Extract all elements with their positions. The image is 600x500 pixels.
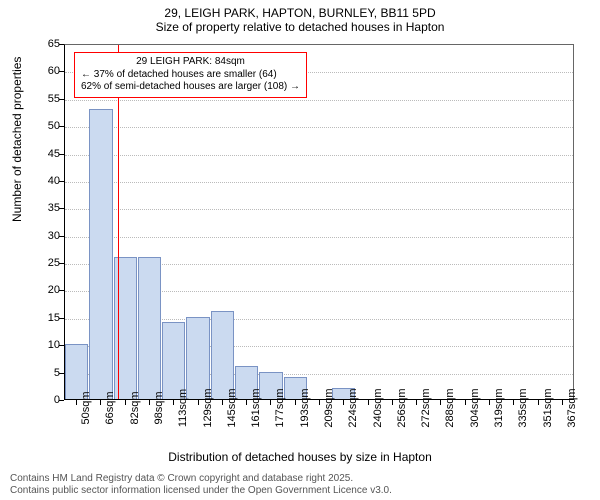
x-tick xyxy=(319,400,320,405)
y-tick-label: 45 xyxy=(32,148,60,160)
x-tick-label: 367sqm xyxy=(566,388,578,427)
histogram-bar xyxy=(138,257,161,399)
x-tick-label: 50sqm xyxy=(80,391,92,424)
gridline xyxy=(65,209,573,210)
x-tick xyxy=(198,400,199,405)
x-tick xyxy=(125,400,126,405)
x-tick-label: 256sqm xyxy=(396,388,408,427)
chart-subtitle: Size of property relative to detached ho… xyxy=(0,20,600,34)
y-tick-label: 55 xyxy=(32,93,60,105)
x-tick xyxy=(100,400,101,405)
x-tick-label: 224sqm xyxy=(347,388,359,427)
histogram-bar xyxy=(162,322,185,399)
x-tick-label: 288sqm xyxy=(444,388,456,427)
y-tick-label: 15 xyxy=(32,312,60,324)
x-tick-label: 240sqm xyxy=(372,388,384,427)
x-tick-label: 304sqm xyxy=(469,388,481,427)
x-tick-label: 129sqm xyxy=(202,388,214,427)
footer-line-1: Contains HM Land Registry data © Crown c… xyxy=(10,473,392,485)
x-tick xyxy=(343,400,344,405)
x-tick-label: 335sqm xyxy=(517,388,529,427)
annotation-smaller: ← 37% of detached houses are smaller (64… xyxy=(81,69,300,82)
y-tick-label: 35 xyxy=(32,202,60,214)
y-tick-label: 0 xyxy=(32,394,60,406)
x-tick xyxy=(76,400,77,405)
gridline xyxy=(65,182,573,183)
x-tick xyxy=(416,400,417,405)
gridline xyxy=(65,127,573,128)
x-tick-label: 113sqm xyxy=(177,389,189,427)
x-tick-label: 193sqm xyxy=(299,388,311,427)
gridline xyxy=(65,155,573,156)
histogram-bar xyxy=(186,317,209,399)
y-tick-label: 65 xyxy=(32,38,60,50)
x-tick xyxy=(465,400,466,405)
gridline xyxy=(65,100,573,101)
y-tick-label: 25 xyxy=(32,257,60,269)
x-tick xyxy=(222,400,223,405)
x-tick xyxy=(392,400,393,405)
chart-title-block: 29, LEIGH PARK, HAPTON, BURNLEY, BB11 5P… xyxy=(0,6,600,34)
histogram-bar xyxy=(211,311,234,399)
x-tick xyxy=(538,400,539,405)
annotation-title: 29 LEIGH PARK: 84sqm xyxy=(81,56,300,69)
x-tick-label: 66sqm xyxy=(104,391,116,424)
histogram-bar xyxy=(89,109,112,399)
x-tick-label: 161sqm xyxy=(250,388,262,427)
x-tick xyxy=(246,400,247,405)
annotation-box: 29 LEIGH PARK: 84sqm← 37% of detached ho… xyxy=(74,52,307,98)
x-tick-label: 272sqm xyxy=(420,388,432,427)
reference-line xyxy=(118,45,119,399)
x-tick xyxy=(173,400,174,405)
x-tick-label: 177sqm xyxy=(274,388,286,427)
y-tick-label: 20 xyxy=(32,284,60,296)
x-tick-label: 351sqm xyxy=(542,388,554,427)
x-axis-label: Distribution of detached houses by size … xyxy=(0,450,600,464)
chart-title-address: 29, LEIGH PARK, HAPTON, BURNLEY, BB11 5P… xyxy=(0,6,600,20)
x-tick-label: 82sqm xyxy=(129,391,141,424)
x-tick-label: 98sqm xyxy=(153,391,165,424)
x-tick xyxy=(562,400,563,405)
x-tick xyxy=(149,400,150,405)
x-tick-label: 145sqm xyxy=(226,388,238,427)
x-tick xyxy=(368,400,369,405)
footer-line-2: Contains public sector information licen… xyxy=(10,485,392,497)
x-tick xyxy=(440,400,441,405)
y-tick-label: 30 xyxy=(32,230,60,242)
footer-attribution: Contains HM Land Registry data © Crown c… xyxy=(10,473,392,497)
y-axis-label: Number of detached properties xyxy=(10,57,24,222)
x-tick xyxy=(270,400,271,405)
y-tick-label: 10 xyxy=(32,339,60,351)
y-tick-label: 40 xyxy=(32,175,60,187)
x-tick-label: 209sqm xyxy=(323,388,335,427)
annotation-larger: 62% of semi-detached houses are larger (… xyxy=(81,81,300,94)
gridline xyxy=(65,237,573,238)
y-tick-label: 5 xyxy=(32,367,60,379)
x-tick xyxy=(489,400,490,405)
x-tick-label: 319sqm xyxy=(493,388,505,427)
y-tick-label: 50 xyxy=(32,120,60,132)
x-tick xyxy=(295,400,296,405)
x-tick xyxy=(513,400,514,405)
y-tick-label: 60 xyxy=(32,65,60,77)
